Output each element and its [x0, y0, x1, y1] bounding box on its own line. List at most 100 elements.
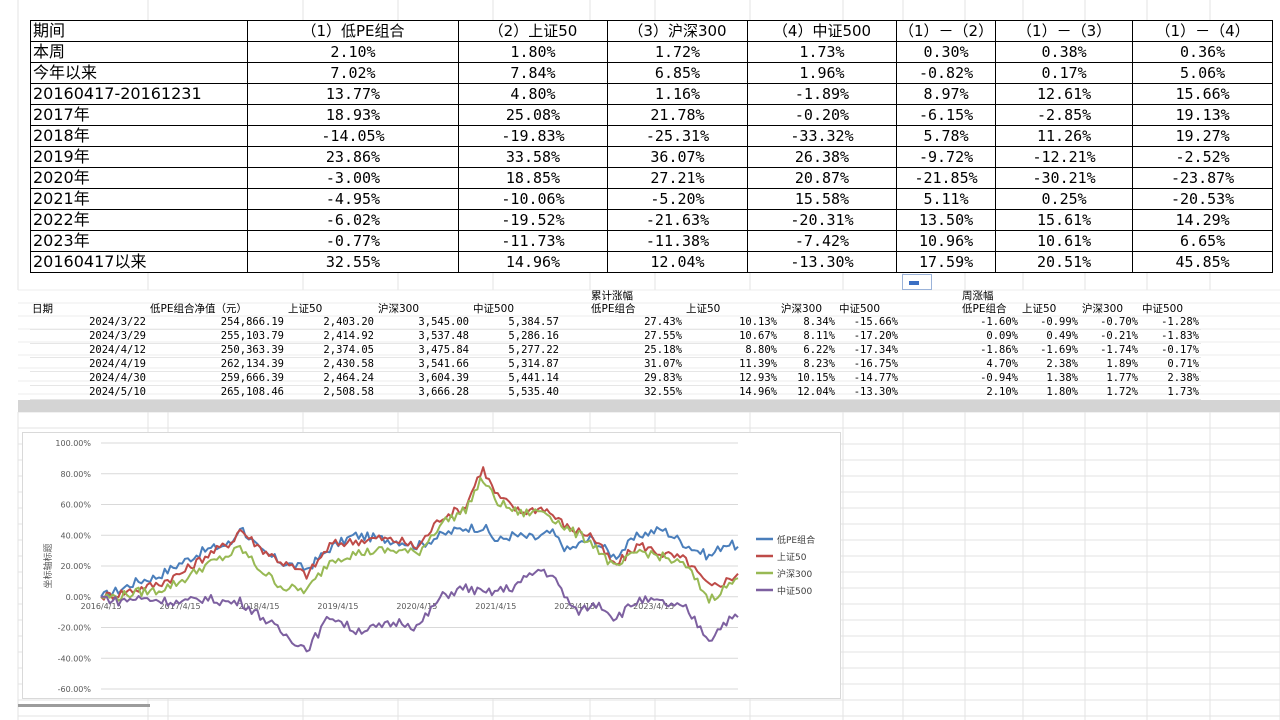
summary-header-cell[interactable]: （4）中证500	[747, 20, 897, 42]
sheet-tab-indicator[interactable]	[18, 704, 150, 707]
value-cell[interactable]: 254,866.19	[148, 316, 286, 330]
value-cell[interactable]: 3,475.84	[376, 343, 471, 358]
value-cell[interactable]: 5,441.14	[471, 371, 561, 386]
return-value-cell[interactable]: -20.31%	[747, 209, 897, 231]
return-value-cell[interactable]: 19.13%	[1132, 104, 1274, 126]
return-value-cell[interactable]: -3.00%	[247, 167, 459, 189]
return-value-cell[interactable]: 11.26%	[995, 125, 1134, 147]
return-value-cell[interactable]: -21.85%	[895, 167, 997, 189]
value-cell[interactable]: 12.93%	[684, 371, 779, 386]
weekly-group-header[interactable]: 周涨幅	[962, 290, 994, 302]
return-value-cell[interactable]: 20.87%	[747, 167, 897, 189]
value-cell[interactable]	[561, 385, 589, 400]
return-value-cell[interactable]: 15.61%	[995, 209, 1134, 231]
empty-cell[interactable]	[471, 290, 561, 303]
return-value-cell[interactable]: 12.61%	[995, 83, 1134, 105]
period-label-cell[interactable]: 本周	[30, 41, 248, 63]
return-value-cell[interactable]: -1.89%	[747, 83, 897, 105]
empty-cell[interactable]	[837, 290, 900, 303]
empty-cell[interactable]	[286, 290, 376, 303]
return-value-cell[interactable]: -19.83%	[458, 125, 608, 147]
return-value-cell[interactable]: -5.20%	[607, 188, 748, 210]
value-cell[interactable]: 2,374.05	[286, 343, 376, 358]
value-cell[interactable]: 29.83%	[589, 371, 684, 386]
return-value-cell[interactable]: -12.21%	[995, 146, 1134, 168]
period-label-cell[interactable]: 2019年	[30, 146, 248, 168]
return-value-cell[interactable]: 8.97%	[895, 83, 997, 105]
value-cell[interactable]: 5,286.16	[471, 329, 561, 344]
value-cell[interactable]: -17.20%	[837, 329, 900, 344]
return-value-cell[interactable]: 18.93%	[247, 104, 459, 126]
period-label-cell[interactable]: 2018年	[30, 125, 248, 147]
value-cell[interactable]: -0.21%	[1080, 329, 1140, 344]
value-cell[interactable]: 1.38%	[1020, 371, 1080, 386]
detail-header-cell[interactable]	[900, 303, 960, 316]
detail-header-cell[interactable]	[561, 303, 589, 316]
value-cell[interactable]: -1.60%	[960, 316, 1020, 330]
empty-cell[interactable]	[148, 290, 286, 303]
detail-header-cell[interactable]: 沪深300	[781, 303, 823, 315]
return-value-cell[interactable]: -23.87%	[1132, 167, 1274, 189]
return-value-cell[interactable]: 1.96%	[747, 62, 897, 84]
return-value-cell[interactable]: 5.06%	[1132, 62, 1274, 84]
value-cell[interactable]: 3,604.39	[376, 371, 471, 386]
value-cell[interactable]	[900, 357, 960, 372]
period-label-cell[interactable]: 2020年	[30, 167, 248, 189]
value-cell[interactable]	[561, 329, 589, 344]
summary-header-cell[interactable]: （3）沪深300	[607, 20, 748, 42]
detail-header-cell[interactable]: 中证500	[1142, 303, 1184, 315]
return-value-cell[interactable]: 25.08%	[458, 104, 608, 126]
value-cell[interactable]: 2,414.92	[286, 329, 376, 344]
return-value-cell[interactable]: -11.38%	[607, 230, 748, 252]
return-value-cell[interactable]: 19.27%	[1132, 125, 1274, 147]
detail-header-cell[interactable]: 低PE组合	[962, 303, 1007, 315]
return-value-cell[interactable]: -2.85%	[995, 104, 1134, 126]
return-value-cell[interactable]: -20.53%	[1132, 188, 1274, 210]
value-cell[interactable]: 5,384.57	[471, 316, 561, 330]
return-value-cell[interactable]: 45.85%	[1132, 251, 1274, 273]
value-cell[interactable]: 32.55%	[589, 385, 684, 400]
detail-header-cell[interactable]: 上证50	[686, 303, 721, 315]
return-value-cell[interactable]: -6.15%	[895, 104, 997, 126]
empty-cell[interactable]	[1020, 290, 1080, 303]
period-label-cell[interactable]: 2021年	[30, 188, 248, 210]
return-value-cell[interactable]: -4.95%	[247, 188, 459, 210]
value-cell[interactable]: 8.23%	[779, 357, 837, 372]
value-cell[interactable]: 5,535.40	[471, 385, 561, 400]
return-value-cell[interactable]: -11.73%	[458, 230, 608, 252]
value-cell[interactable]: 3,541.66	[376, 357, 471, 372]
return-value-cell[interactable]: 23.86%	[247, 146, 459, 168]
detail-header-cell[interactable]: 中证500	[839, 303, 881, 315]
date-cell[interactable]: 2024/4/12	[30, 343, 148, 358]
value-cell[interactable]: -1.74%	[1080, 343, 1140, 358]
return-value-cell[interactable]: -14.05%	[247, 125, 459, 147]
value-cell[interactable]: 3,666.28	[376, 385, 471, 400]
value-cell[interactable]: -0.99%	[1020, 316, 1080, 330]
return-value-cell[interactable]: -30.21%	[995, 167, 1134, 189]
value-cell[interactable]: 262,134.39	[148, 357, 286, 372]
value-cell[interactable]: 4.70%	[960, 357, 1020, 372]
value-cell[interactable]: 10.67%	[684, 329, 779, 344]
summary-header-cell[interactable]: （1）－（2）	[895, 20, 997, 42]
return-value-cell[interactable]: -0.82%	[895, 62, 997, 84]
return-value-cell[interactable]: 21.78%	[607, 104, 748, 126]
value-cell[interactable]: 1.77%	[1080, 371, 1140, 386]
return-value-cell[interactable]: 10.96%	[895, 230, 997, 252]
return-value-cell[interactable]: -9.72%	[895, 146, 997, 168]
return-value-cell[interactable]: 5.78%	[895, 125, 997, 147]
return-value-cell[interactable]: -13.30%	[747, 251, 897, 273]
return-value-cell[interactable]: 7.84%	[458, 62, 608, 84]
return-value-cell[interactable]: 13.50%	[895, 209, 997, 231]
value-cell[interactable]: 0.71%	[1140, 357, 1201, 372]
value-cell[interactable]: 8.80%	[684, 343, 779, 358]
summary-header-cell[interactable]: （1）低PE组合	[247, 20, 459, 42]
value-cell[interactable]: 0.49%	[1020, 329, 1080, 344]
value-cell[interactable]	[561, 316, 589, 330]
return-value-cell[interactable]: -33.32%	[747, 125, 897, 147]
return-value-cell[interactable]: 0.17%	[995, 62, 1134, 84]
value-cell[interactable]	[900, 385, 960, 400]
period-label-cell[interactable]: 20160417-20161231	[30, 83, 248, 105]
summary-header-cell[interactable]: （1）－（3）	[995, 20, 1134, 42]
value-cell[interactable]: 31.07%	[589, 357, 684, 372]
value-cell[interactable]: -1.69%	[1020, 343, 1080, 358]
